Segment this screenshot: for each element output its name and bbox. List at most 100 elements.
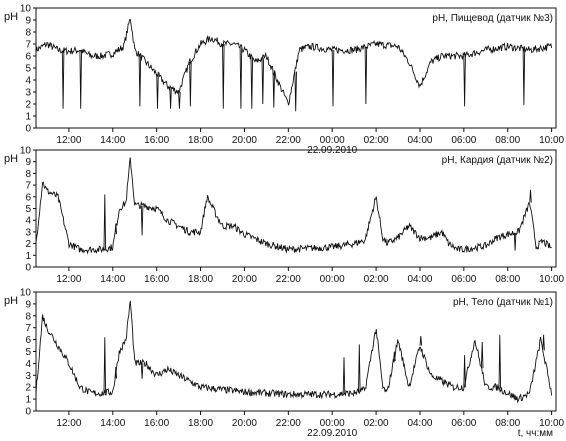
x-tick-label: 06:00	[451, 135, 476, 146]
y-tick-label: 8	[25, 311, 31, 322]
x-tick-label: 14:00	[100, 135, 125, 146]
x-tick-label: 20:00	[232, 274, 257, 285]
y-tick-label: 5	[25, 204, 31, 215]
ph-spike	[272, 70, 276, 108]
ph-spike	[114, 223, 118, 235]
y-tick-label: 10	[20, 4, 32, 15]
ph-spike	[364, 46, 368, 105]
x-tick-label: 00:00	[320, 418, 345, 429]
ph-spike	[542, 334, 545, 351]
ph-spike	[358, 344, 361, 392]
ph-spike	[103, 337, 107, 393]
x-tick-label: 06:00	[451, 418, 476, 429]
y-tick-label: 4	[25, 359, 31, 370]
y-tick-label: 3	[25, 227, 31, 238]
x-tick-label: 02:00	[364, 135, 389, 146]
x-tick-label: 18:00	[188, 274, 213, 285]
y-tick-label: 3	[25, 371, 31, 382]
y-axis-label: pH	[4, 295, 18, 307]
x-tick-label: 18:00	[188, 135, 213, 146]
y-tick-label: 0	[25, 263, 31, 274]
ph-trace-line	[35, 19, 553, 106]
ph-spike	[250, 57, 254, 109]
x-tick-label: 12:00	[56, 135, 81, 146]
y-tick-label: 6	[25, 335, 31, 346]
ph-spike	[178, 91, 181, 109]
ph-spike	[103, 194, 107, 250]
y-tick-label: 8	[25, 28, 31, 39]
x-tick-label: 12:00	[56, 418, 81, 429]
ph-spike	[222, 43, 225, 109]
ph-spike	[529, 189, 532, 203]
ph-spike	[79, 49, 82, 109]
ph-spike	[480, 341, 484, 369]
ph-spike	[331, 49, 335, 107]
ph-spike	[169, 87, 172, 109]
x-tick-label: 18:00	[188, 418, 213, 429]
date-label: 22.09.2010	[307, 428, 357, 439]
y-tick-label: 5	[25, 347, 31, 358]
y-tick-label: 1	[25, 251, 31, 262]
x-tick-label: 04:00	[407, 274, 432, 285]
ph-spike	[463, 55, 466, 107]
y-tick-label: 0	[25, 124, 31, 135]
chart-title: pH, Тело (датчик №1)	[453, 297, 553, 308]
x-tick-label: 14:00	[100, 418, 125, 429]
ph-spike	[342, 357, 346, 394]
ph-spike	[239, 47, 243, 109]
y-tick-label: 9	[25, 157, 31, 168]
y-tick-label: 0	[25, 407, 31, 418]
x-tick-label: 22:00	[276, 274, 301, 285]
x-tick-label: 10:00	[539, 135, 564, 146]
x-tick-label: 08:00	[495, 274, 520, 285]
ph-spike	[513, 396, 517, 401]
y-axis-label: pH	[4, 11, 18, 23]
x-tick-label: 10:00	[539, 274, 564, 285]
y-tick-label: 8	[25, 169, 31, 180]
x-tick-label: 08:00	[495, 418, 520, 429]
y-axis-label: pH	[4, 153, 18, 165]
x-tick-label: 22:00	[276, 418, 301, 429]
x-tick-label: 22:00	[276, 135, 301, 146]
ph-spike	[140, 363, 144, 379]
x-tick-label: 04:00	[407, 135, 432, 146]
ph-spike	[463, 355, 466, 388]
y-tick-label: 9	[25, 16, 31, 27]
ph-spike	[406, 224, 409, 229]
x-tick-label: 00:00	[320, 274, 345, 285]
y-tick-label: 2	[25, 239, 31, 250]
x-tick-label: 12:00	[56, 274, 81, 285]
x-tick-label: 20:00	[232, 418, 257, 429]
ph-spike	[513, 232, 517, 251]
chart-title: pH, Пищевод (датчик №3)	[432, 13, 553, 24]
y-tick-label: 7	[25, 181, 31, 192]
y-tick-label: 10	[20, 288, 32, 299]
y-tick-label: 1	[25, 395, 31, 406]
y-tick-label: 7	[25, 323, 31, 334]
y-tick-label: 2	[25, 383, 31, 394]
ph-spike	[498, 334, 502, 389]
x-tick-label: 20:00	[232, 135, 257, 146]
x-axis-unit-label: t, чч:мм	[518, 428, 553, 439]
ph-spike	[419, 335, 423, 346]
ph-spike	[114, 366, 118, 379]
chart-title: pH, Кардия (датчик №2)	[442, 155, 553, 166]
ph-spike	[393, 351, 396, 362]
x-tick-label: 02:00	[364, 274, 389, 285]
x-tick-label: 02:00	[364, 418, 389, 429]
y-tick-label: 3	[25, 88, 31, 99]
ph-spike	[261, 58, 265, 105]
plot-frame	[35, 149, 557, 268]
ph-spike	[294, 71, 297, 112]
y-tick-label: 2	[25, 100, 31, 111]
y-tick-label: 10	[20, 146, 32, 157]
x-tick-label: 00:00	[320, 135, 345, 146]
y-tick-label: 4	[25, 216, 31, 227]
x-tick-label: 04:00	[407, 418, 432, 429]
ph-spike	[138, 54, 142, 107]
ph-trace-line	[35, 300, 553, 404]
y-tick-label: 5	[25, 64, 31, 75]
ph-trace-line	[35, 157, 552, 255]
